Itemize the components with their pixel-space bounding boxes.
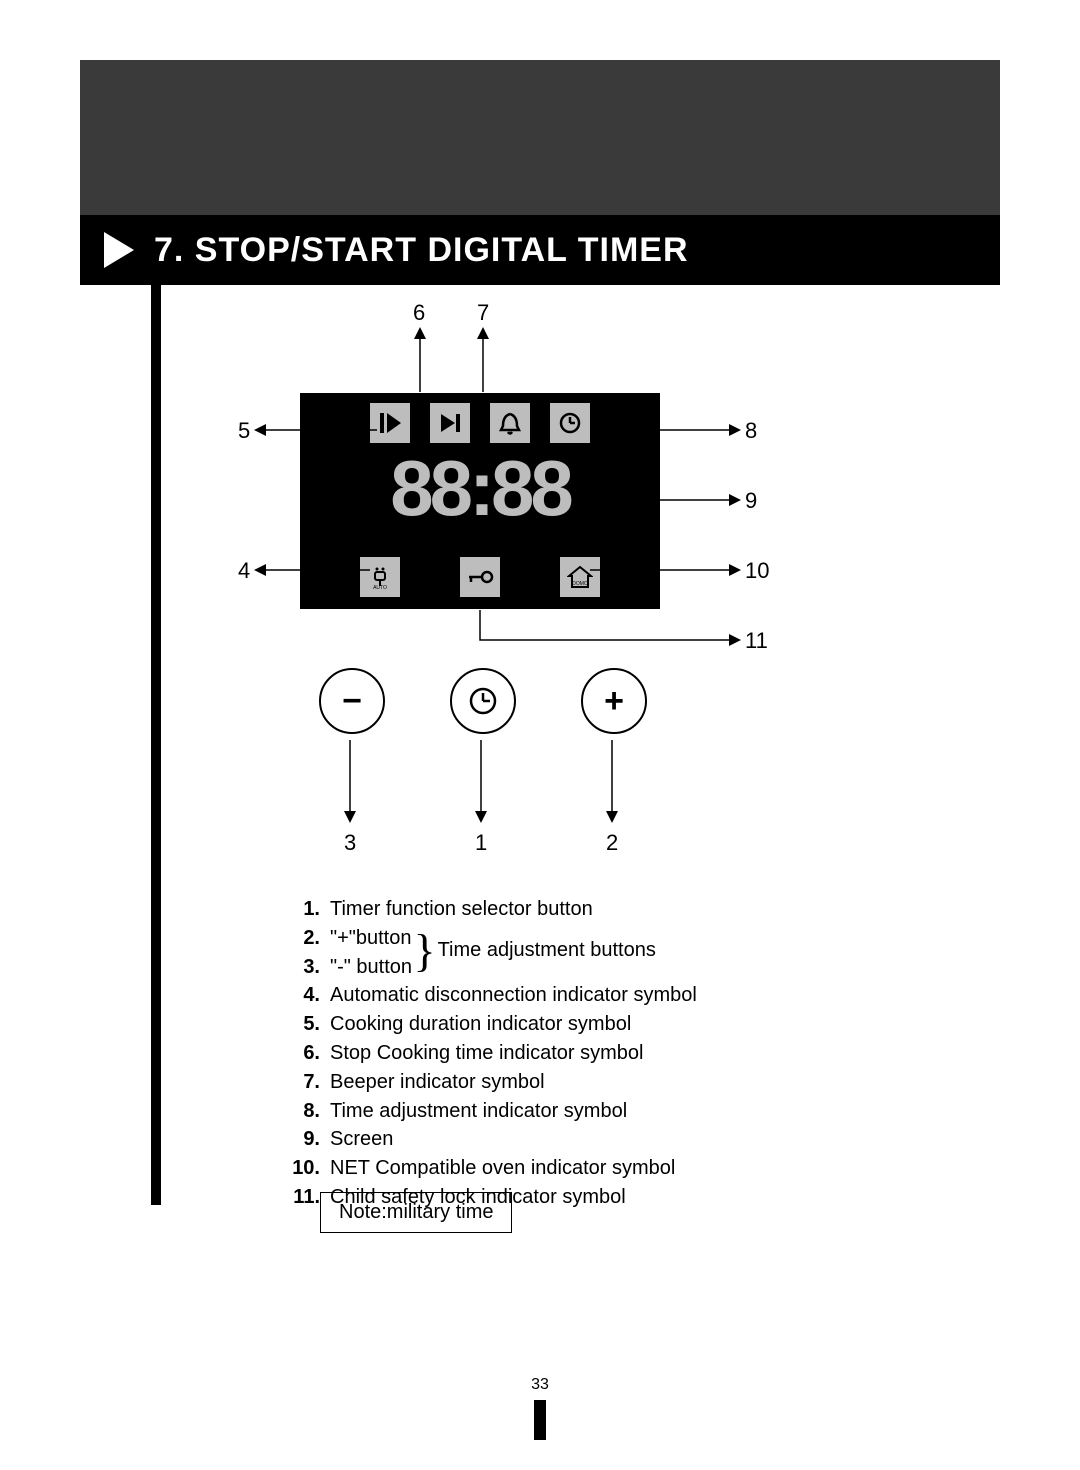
timer-selector-button[interactable] (450, 668, 516, 734)
legend-text-8: Time adjustment indicator symbol (330, 1097, 627, 1126)
page-tick-marker (534, 1400, 546, 1440)
legend-num-8: 8. (280, 1097, 330, 1126)
legend-num-6: 6. (280, 1039, 330, 1068)
legend-num-3: 3. (280, 953, 330, 982)
legend-num-10: 10. (280, 1154, 330, 1183)
legend-text-5: Cooking duration indicator symbol (330, 1010, 631, 1039)
plus-button[interactable]: + (581, 668, 647, 734)
plus-icon: + (604, 682, 624, 721)
page-header-bar (80, 60, 1000, 215)
legend-text-3: "-" button (330, 953, 412, 982)
legend-text-10: NET Compatible oven indicator symbol (330, 1154, 675, 1183)
callout-arrows (170, 300, 940, 890)
legend-text-6: Stop Cooking time indicator symbol (330, 1039, 643, 1068)
section-title: 7. STOP/START DIGITAL TIMER (154, 231, 689, 270)
timer-diagram: 88:88 AUTO DOMO 5 4 6 7 8 9 10 11 3 1 2 (170, 300, 940, 890)
section-title-bar: 7. STOP/START DIGITAL TIMER (80, 215, 1000, 285)
legend-list: 1.Timer function selector button 2. "+"b… (280, 895, 900, 1212)
legend-num-7: 7. (280, 1068, 330, 1097)
legend-text-1: Timer function selector button (330, 895, 593, 924)
legend-text-4: Automatic disconnection indicator symbol (330, 981, 697, 1010)
page-number: 33 (0, 1376, 1080, 1394)
clock-button-icon (468, 686, 498, 716)
legend-num-1: 1. (280, 895, 330, 924)
legend-text-2: "+"button (330, 924, 411, 953)
left-rule (151, 285, 161, 1205)
note-text: Note:military time (339, 1201, 493, 1223)
legend-num-9: 9. (280, 1125, 330, 1154)
brace-icon: } (413, 938, 435, 963)
legend-brace-note: Time adjustment buttons (438, 936, 656, 965)
minus-icon: − (342, 682, 362, 721)
legend-num-4: 4. (280, 981, 330, 1010)
note-box: Note:military time (320, 1192, 512, 1233)
play-bullet-icon (104, 232, 134, 268)
legend-num-2: 2. (280, 924, 330, 953)
legend-num-5: 5. (280, 1010, 330, 1039)
legend-text-9: Screen (330, 1125, 393, 1154)
minus-button[interactable]: − (319, 668, 385, 734)
legend-text-7: Beeper indicator symbol (330, 1068, 545, 1097)
